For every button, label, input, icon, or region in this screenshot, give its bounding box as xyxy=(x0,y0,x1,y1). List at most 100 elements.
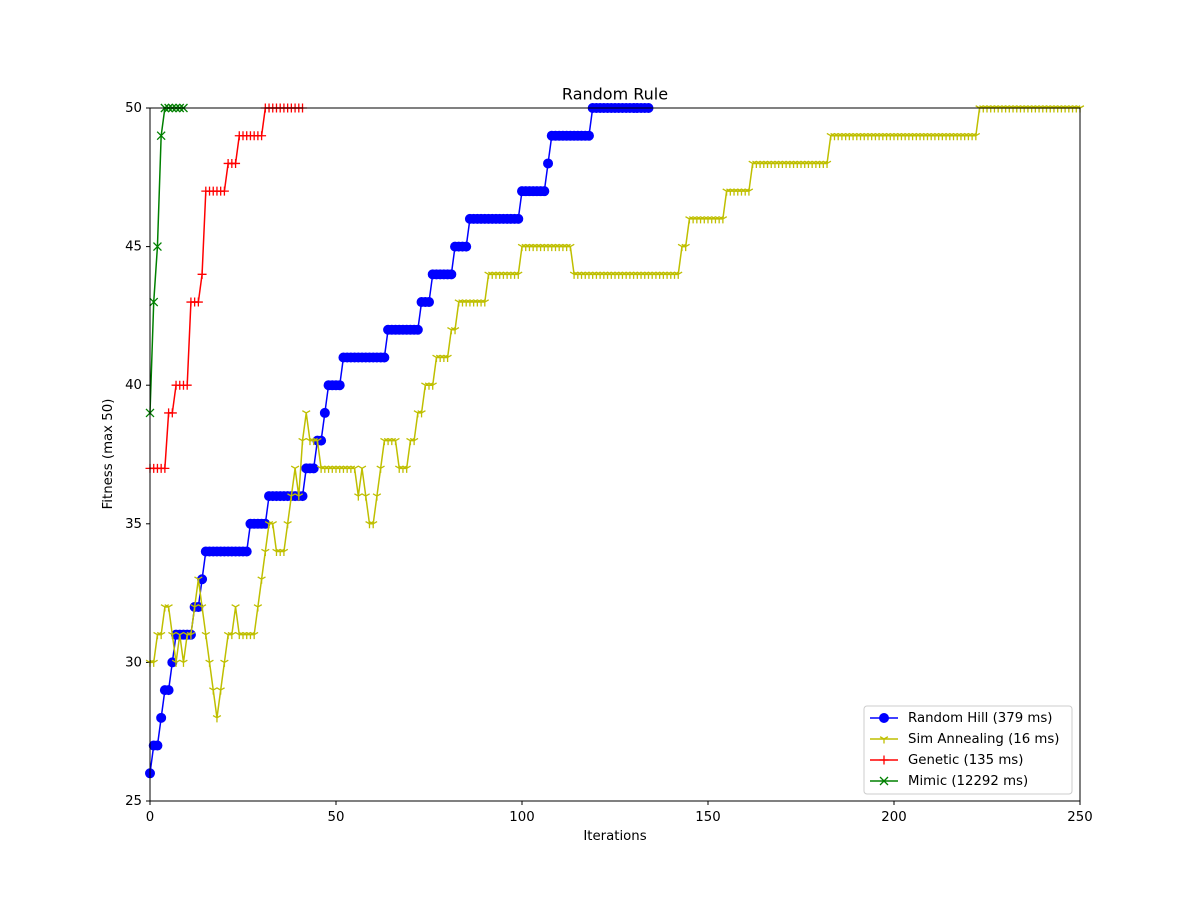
data-point xyxy=(241,546,252,557)
legend-box xyxy=(863,705,1073,795)
data-point xyxy=(744,188,754,196)
data-point xyxy=(287,493,296,501)
data-point xyxy=(194,576,203,584)
data-point xyxy=(298,437,307,446)
legend-label: Random Hill (379 ms) xyxy=(908,711,1052,726)
plot-frame xyxy=(149,107,1081,802)
y-tick-label: 35 xyxy=(125,517,142,532)
data-point xyxy=(149,297,159,307)
y-tick-label: 30 xyxy=(125,655,142,670)
data-point xyxy=(379,352,390,363)
data-point xyxy=(294,493,304,501)
data-point xyxy=(257,131,267,141)
legend-marker xyxy=(879,755,889,765)
data-point xyxy=(175,631,184,640)
data-point xyxy=(171,659,181,667)
legend: Random Hill (379 ms) Sim Annealing (16 ms… xyxy=(863,705,1073,795)
data-point xyxy=(443,354,452,362)
x-tick-label: 150 xyxy=(695,810,720,825)
data-point xyxy=(219,186,229,196)
data-point xyxy=(290,465,300,473)
data-point xyxy=(231,604,240,612)
data-point xyxy=(152,740,163,751)
data-point xyxy=(212,715,222,723)
data-point xyxy=(205,659,214,667)
data-point xyxy=(372,493,382,501)
data-point xyxy=(164,604,173,612)
x-tick-label: 0 xyxy=(146,810,154,825)
data-point xyxy=(319,407,330,418)
data-point xyxy=(971,132,981,141)
data-point xyxy=(167,408,177,418)
data-point xyxy=(461,241,472,252)
data-point xyxy=(583,130,594,141)
data-point xyxy=(718,216,728,224)
legend-marker xyxy=(879,776,889,786)
data-point xyxy=(201,631,211,640)
data-point xyxy=(283,520,292,529)
y-tick-label: 50 xyxy=(125,101,142,116)
data-point xyxy=(480,299,490,307)
data-point xyxy=(514,271,523,279)
data-point xyxy=(197,269,207,279)
data-point xyxy=(160,463,170,473)
x-axis-label: Iterations xyxy=(583,829,646,844)
legend-label: Sim Annealing (16 ms) xyxy=(908,732,1059,747)
data-point xyxy=(566,243,575,252)
x-tick-label: 200 xyxy=(881,810,906,825)
data-point xyxy=(417,410,426,418)
data-point xyxy=(302,410,311,418)
legend-marker xyxy=(879,736,889,744)
data-point xyxy=(350,465,359,473)
data-point xyxy=(539,186,550,197)
x-tick-label: 50 xyxy=(328,810,345,825)
data-point xyxy=(163,685,174,696)
data-point xyxy=(681,243,690,252)
data-point xyxy=(446,269,457,280)
data-point xyxy=(168,631,177,640)
data-point xyxy=(186,631,196,640)
x-tick-label: 250 xyxy=(1067,810,1092,825)
chart-title: Random Rule xyxy=(562,85,668,104)
data-point xyxy=(216,687,225,695)
data-point xyxy=(361,493,370,501)
data-point xyxy=(257,576,266,584)
data-point xyxy=(279,548,289,557)
data-point xyxy=(543,158,554,169)
data-point xyxy=(450,326,460,335)
y-tick-label: 25 xyxy=(125,794,142,809)
data-point xyxy=(357,465,367,473)
data-point xyxy=(253,604,263,612)
data-point xyxy=(313,437,322,446)
data-point xyxy=(674,271,683,279)
data-point xyxy=(197,604,207,612)
data-point xyxy=(220,659,229,667)
data-point xyxy=(409,437,419,446)
data-point xyxy=(402,465,411,473)
legend-label: Mimic (12292 ms) xyxy=(908,774,1028,789)
data-point xyxy=(376,465,385,473)
data-point xyxy=(354,493,363,501)
data-point xyxy=(182,380,192,390)
data-point xyxy=(249,631,259,640)
data-point xyxy=(156,631,166,640)
x-tick-label: 100 xyxy=(509,810,534,825)
data-point xyxy=(190,604,199,612)
data-point xyxy=(391,437,400,446)
data-point xyxy=(193,297,203,307)
data-point xyxy=(209,687,218,695)
data-point xyxy=(334,380,345,391)
data-point xyxy=(179,659,188,667)
data-point xyxy=(428,382,437,390)
data-point xyxy=(268,520,277,529)
data-point xyxy=(156,712,167,723)
data-point xyxy=(231,158,241,168)
data-point xyxy=(412,324,423,335)
data-point xyxy=(424,297,434,308)
data-point xyxy=(152,242,162,252)
data-point xyxy=(308,463,319,474)
data-point xyxy=(156,131,166,141)
data-point xyxy=(822,160,832,168)
